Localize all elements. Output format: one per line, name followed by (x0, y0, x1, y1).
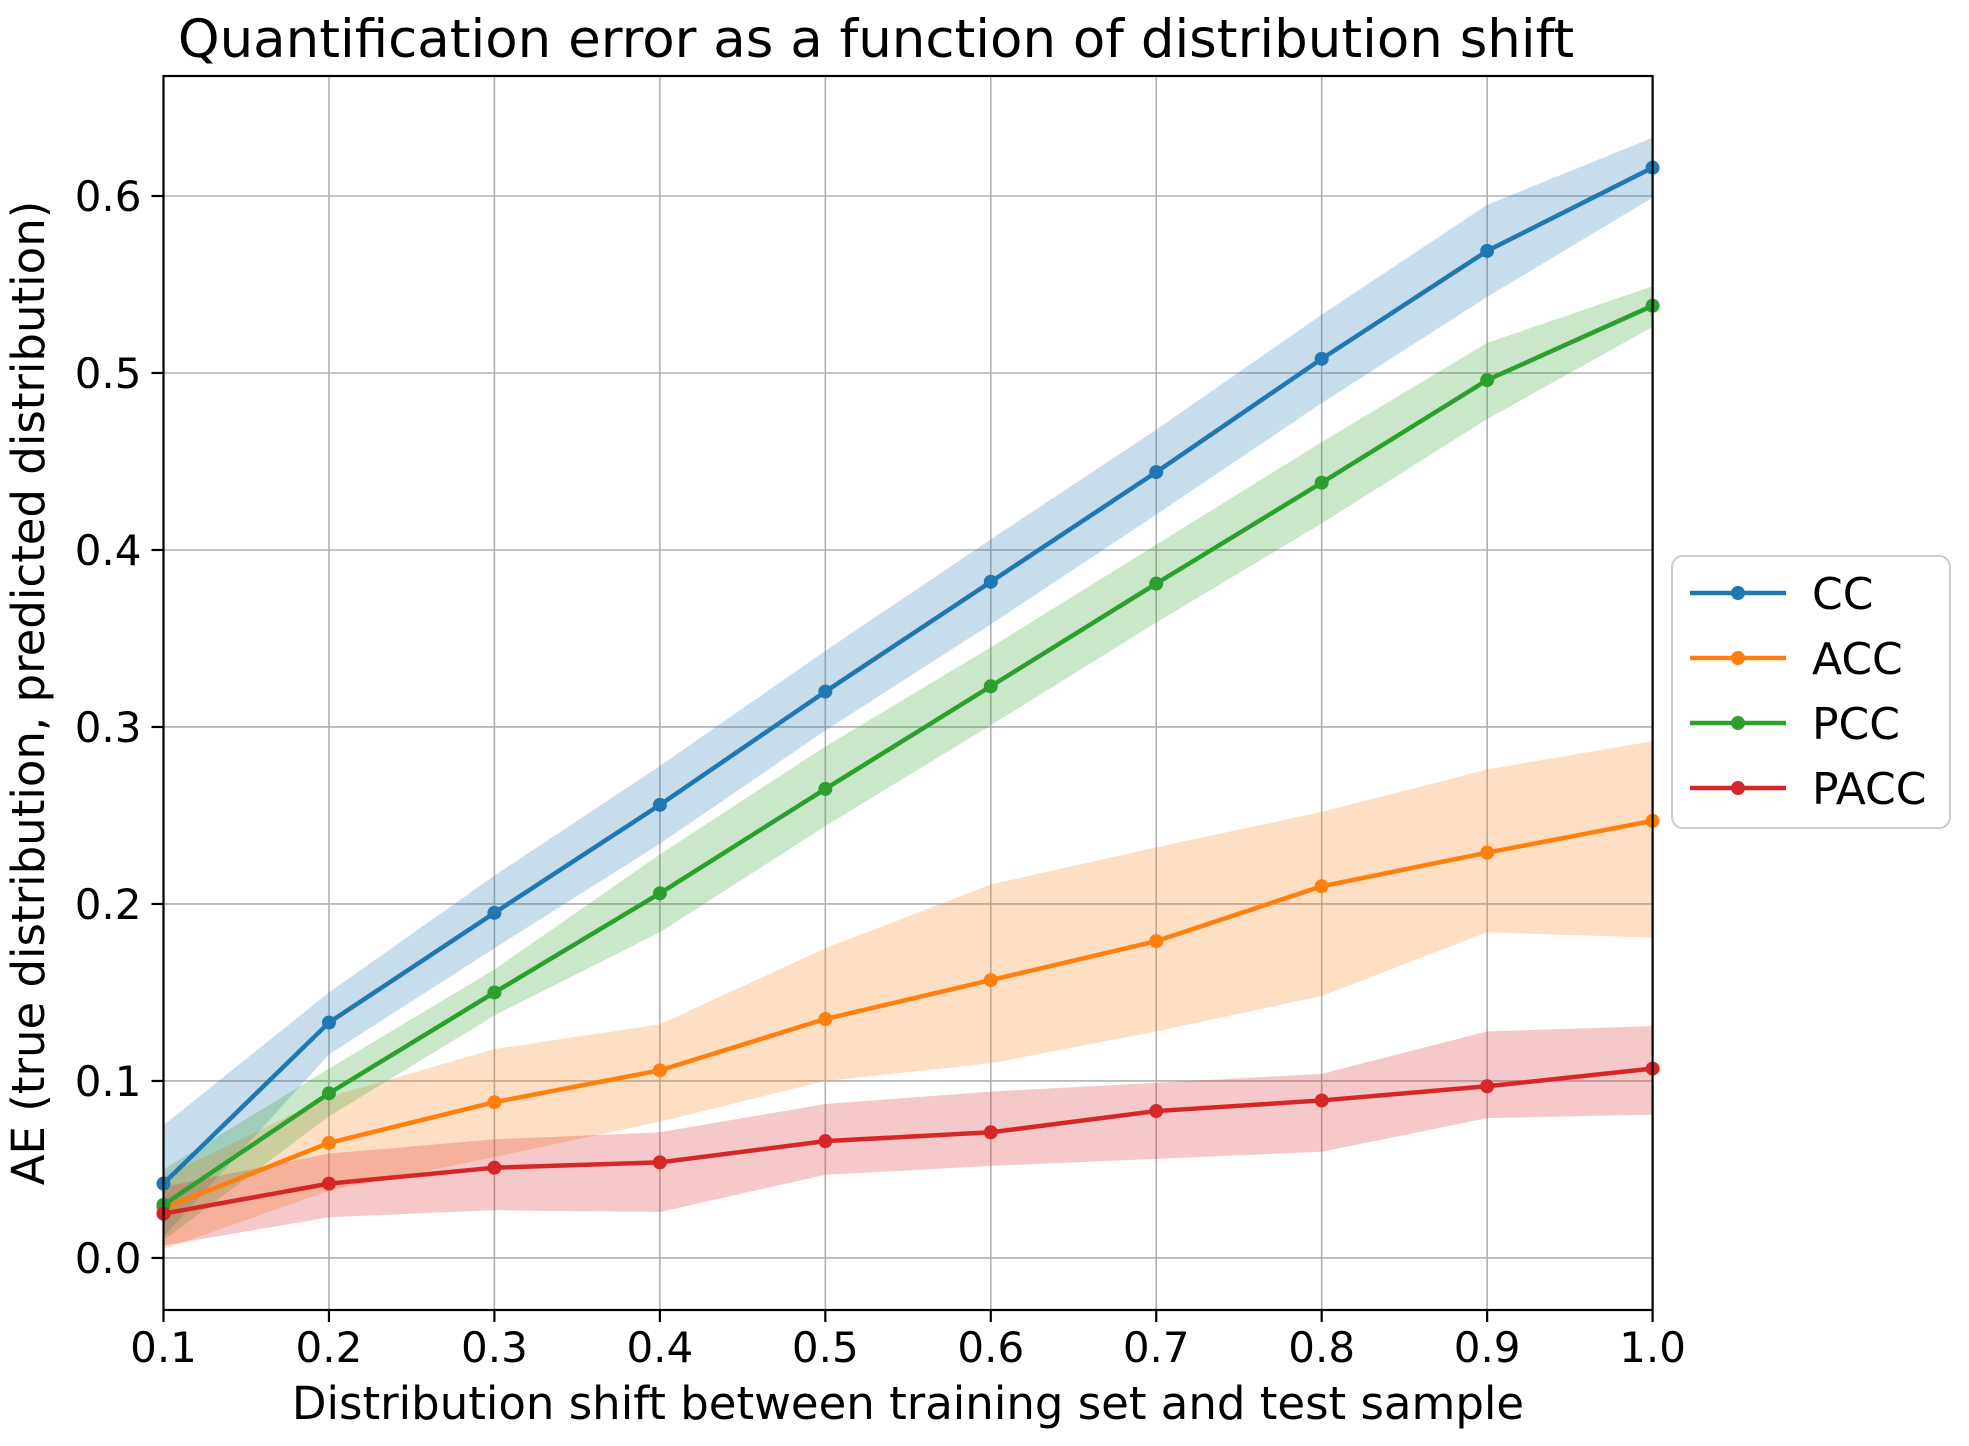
data-point-acc (321, 1135, 336, 1150)
data-point-pacc (818, 1134, 833, 1149)
data-point-acc (983, 973, 998, 988)
y-tick-label: 0.5 (75, 349, 142, 398)
x-tick-label: 0.8 (1288, 1323, 1355, 1372)
x-tick-label: 0.7 (1123, 1323, 1190, 1372)
data-point-pcc (983, 679, 998, 694)
x-axis-label: Distribution shift between training set … (292, 1377, 1524, 1430)
y-axis-label: AE (true distribution, predicted distrib… (2, 201, 55, 1186)
x-tick-label: 1.0 (1619, 1323, 1686, 1372)
data-point-pacc (1314, 1093, 1329, 1108)
legend-item-pcc: PCC (1690, 699, 1900, 750)
legend-item-cc: CC (1690, 569, 1873, 620)
line-layer (156, 160, 1660, 1221)
data-point-pcc (652, 886, 667, 901)
band-layer (163, 137, 1653, 1250)
legend-label: CC (1812, 569, 1873, 620)
data-point-cc (321, 1015, 336, 1030)
x-tick-label: 0.6 (957, 1323, 1024, 1372)
data-point-pcc (487, 985, 502, 1000)
data-point-acc (1149, 934, 1164, 949)
data-point-cc (1149, 465, 1164, 480)
series-line-cc (161, 165, 1655, 1186)
confidence-band-acc (163, 741, 1653, 1250)
series-line-acc (161, 818, 1655, 1211)
x-tick-label: 0.3 (461, 1323, 528, 1372)
legend-marker-dot (1731, 586, 1745, 600)
data-point-pcc (1149, 576, 1164, 591)
data-point-pacc (983, 1125, 998, 1140)
data-point-pcc (321, 1086, 336, 1101)
confidence-band-cc (163, 137, 1653, 1237)
legend-marker-dot (1731, 781, 1745, 795)
x-tick-label: 0.5 (792, 1323, 859, 1372)
x-tick-label: 0.9 (1454, 1323, 1521, 1372)
x-tick-label: 0.1 (130, 1323, 197, 1372)
legend-marker-dot (1731, 651, 1745, 665)
legend-marker-dot (1731, 716, 1745, 730)
chart-title: Quantification error as a function of di… (178, 9, 1574, 70)
data-point-pcc (1480, 373, 1495, 388)
legend-item-pacc: PACC (1690, 764, 1927, 815)
data-point-cc (652, 797, 667, 812)
data-point-pacc (321, 1176, 336, 1191)
data-point-pacc (1480, 1079, 1495, 1094)
data-point-cc (818, 684, 833, 699)
data-point-acc (487, 1095, 502, 1110)
data-point-pcc (1314, 475, 1329, 490)
data-point-cc (1314, 351, 1329, 366)
data-point-acc (1480, 845, 1495, 860)
legend-box (1671, 555, 1951, 829)
x-tick-label: 0.4 (626, 1323, 693, 1372)
data-point-cc (1480, 243, 1495, 258)
data-point-acc (652, 1063, 667, 1078)
series-line-pacc (161, 1066, 1655, 1216)
y-tick-label: 0.6 (75, 172, 142, 221)
confidence-band-pcc (163, 286, 1653, 1241)
legend-label: PCC (1812, 699, 1900, 750)
y-tick-label: 0.1 (75, 1057, 142, 1106)
data-point-pacc (1149, 1104, 1164, 1119)
data-point-cc (487, 905, 502, 920)
data-point-cc (983, 574, 998, 589)
legend-label: PACC (1812, 764, 1927, 815)
y-tick-label: 0.0 (75, 1234, 142, 1283)
legend: CC ACC PCC PACC (1671, 555, 1951, 829)
series-line-pcc (161, 303, 1655, 1208)
data-point-pacc (652, 1155, 667, 1170)
data-point-pacc (487, 1160, 502, 1175)
data-point-acc (818, 1012, 833, 1027)
plot-border (162, 74, 1654, 1312)
legend-item-acc: ACC (1690, 634, 1903, 685)
y-tick-label: 0.4 (75, 526, 142, 575)
data-point-pcc (818, 781, 833, 796)
x-tick-label: 0.2 (296, 1323, 363, 1372)
tick-layer: 0.1 0.2 0.3 0.4 0.5 0.6 0.7 0.8 0.9 1.0 0.0 0.1 0.2 0… (75, 172, 1686, 1372)
y-tick-label: 0.2 (75, 880, 142, 929)
legend-label: ACC (1812, 634, 1903, 685)
data-point-acc (1314, 879, 1329, 894)
y-tick-label: 0.3 (75, 703, 142, 752)
